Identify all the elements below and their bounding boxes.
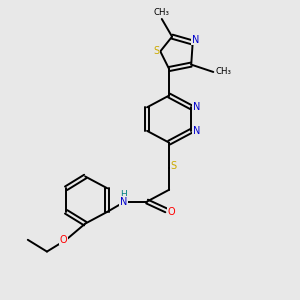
Text: N: N — [120, 196, 127, 206]
Text: S: S — [170, 161, 177, 171]
Text: N: N — [193, 126, 200, 136]
Text: O: O — [60, 235, 68, 245]
Text: N: N — [192, 34, 199, 45]
Text: S: S — [154, 46, 160, 56]
Text: CH₃: CH₃ — [216, 68, 232, 76]
Text: N: N — [193, 102, 200, 112]
Text: CH₃: CH₃ — [154, 8, 170, 16]
Text: O: O — [168, 207, 175, 217]
Text: H: H — [120, 190, 127, 199]
